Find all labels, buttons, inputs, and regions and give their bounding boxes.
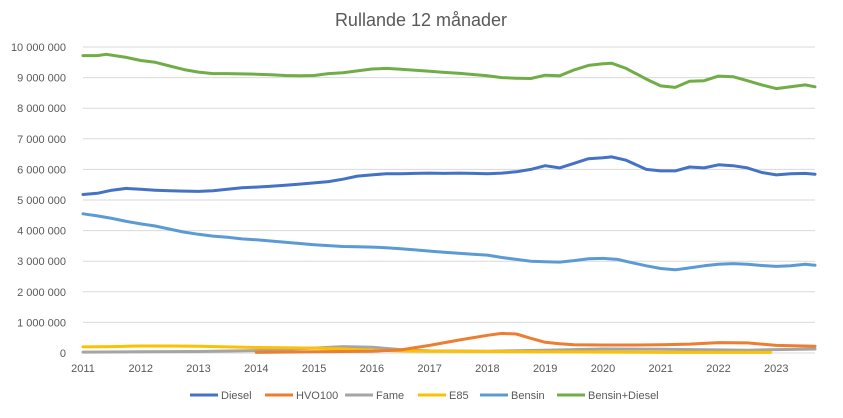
- x-tick-label: 2020: [591, 363, 615, 375]
- y-axis-labels: 0 1 000 000 2 000 000 3 000 000 4 000 000 5 0…: [11, 42, 66, 360]
- y-tick-label: 10 000 000: [11, 42, 66, 54]
- y-tick-label: 2 000 000: [17, 287, 66, 299]
- series-line-bensin-diesel: [81, 52, 817, 91]
- x-tick-label: 2022: [706, 363, 730, 375]
- legend-item: Bensin: [480, 390, 545, 402]
- legend-item: Fame: [345, 390, 404, 402]
- y-tick-label: 6 000 000: [17, 164, 66, 176]
- x-tick-label: 2017: [417, 363, 441, 375]
- legend-label: E85: [449, 390, 469, 402]
- legend-label: Bensin: [511, 390, 545, 402]
- legend-item: E85: [418, 390, 469, 402]
- series-line-hvo100: [254, 331, 817, 354]
- x-tick-label: 2019: [533, 363, 557, 375]
- grid-layer: [83, 46, 815, 354]
- y-tick-label: 1 000 000: [17, 317, 66, 329]
- x-axis-labels: 2011 2012 2013 2014 2015 2016 2017 2018 2019 2020…: [71, 363, 788, 375]
- y-tick-label: 9 000 000: [17, 73, 66, 85]
- x-tick-label: 2023: [764, 363, 788, 375]
- x-tick-label: 2018: [475, 363, 499, 375]
- x-tick-label: 2015: [302, 363, 326, 375]
- x-tick-label: 2014: [244, 363, 268, 375]
- legend-item: Bensin+Diesel: [557, 390, 659, 402]
- series-line-e85: [81, 344, 772, 354]
- series-line-diesel: [81, 155, 817, 196]
- x-tick-label: 2013: [186, 363, 210, 375]
- y-tick-label: 3 000 000: [17, 256, 66, 268]
- legend-label: Diesel: [221, 390, 252, 402]
- y-tick-label: 5 000 000: [17, 195, 66, 207]
- y-tick-label: 0: [60, 348, 66, 360]
- legend-label: HVO100: [296, 390, 338, 402]
- x-tick-label: 2012: [129, 363, 153, 375]
- y-tick-label: 8 000 000: [17, 103, 66, 115]
- x-tick-label: 2016: [360, 363, 384, 375]
- legend-label: Bensin+Diesel: [588, 390, 659, 402]
- series-layer: [81, 52, 817, 354]
- y-tick-label: 4 000 000: [17, 226, 66, 238]
- y-tick-label: 7 000 000: [17, 134, 66, 146]
- legend: Diesel HVO100 Fame E85 Bensin Bensin+Diesel: [190, 390, 659, 402]
- x-tick-label: 2011: [71, 363, 95, 375]
- chart-title: Rullande 12 månader: [335, 10, 507, 30]
- x-tick-label: 2021: [649, 363, 673, 375]
- series-line-bensin: [81, 212, 817, 272]
- legend-item: HVO100: [265, 390, 338, 402]
- legend-item: Diesel: [190, 390, 252, 402]
- legend-label: Fame: [376, 390, 404, 402]
